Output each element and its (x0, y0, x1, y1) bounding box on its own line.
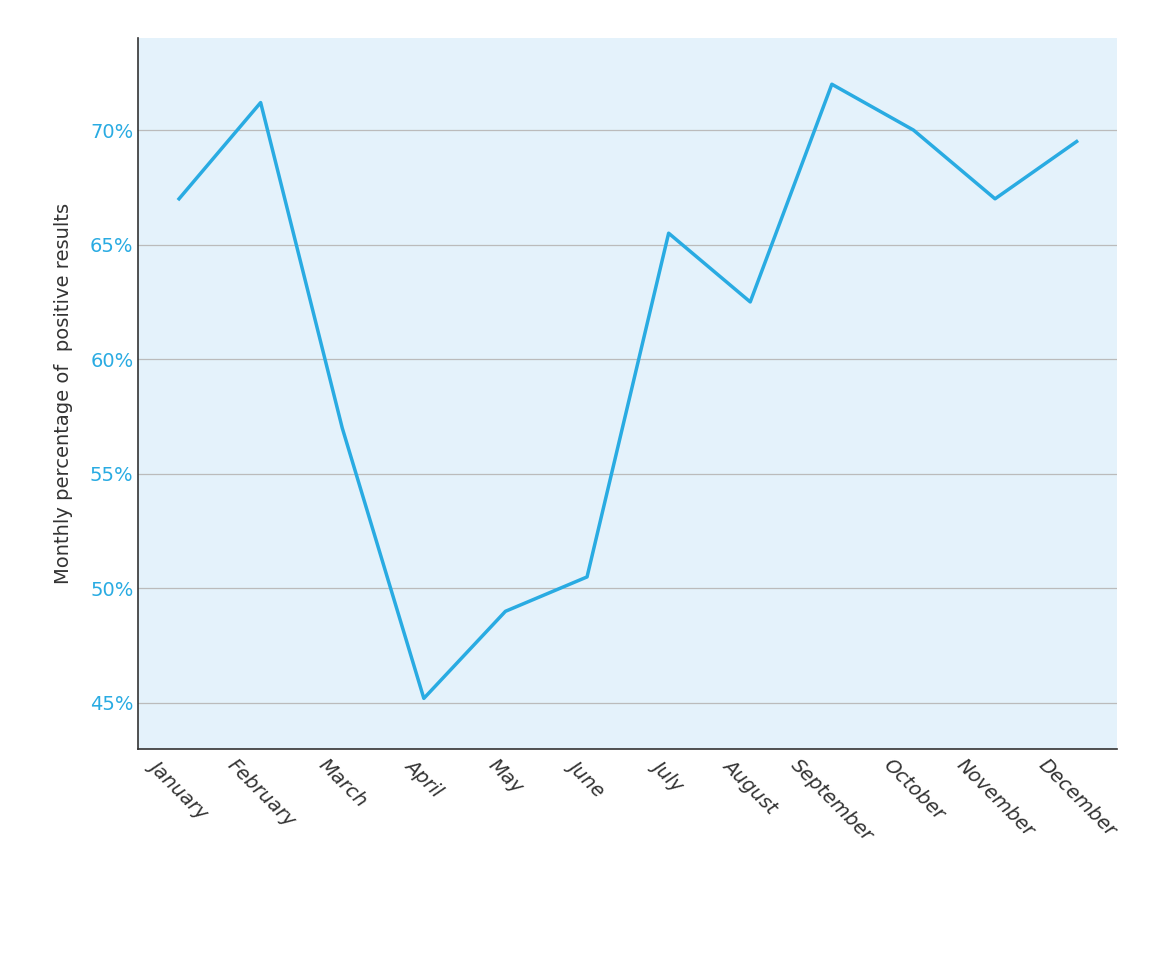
Y-axis label: Monthly percentage of  positive results: Monthly percentage of positive results (54, 203, 73, 585)
